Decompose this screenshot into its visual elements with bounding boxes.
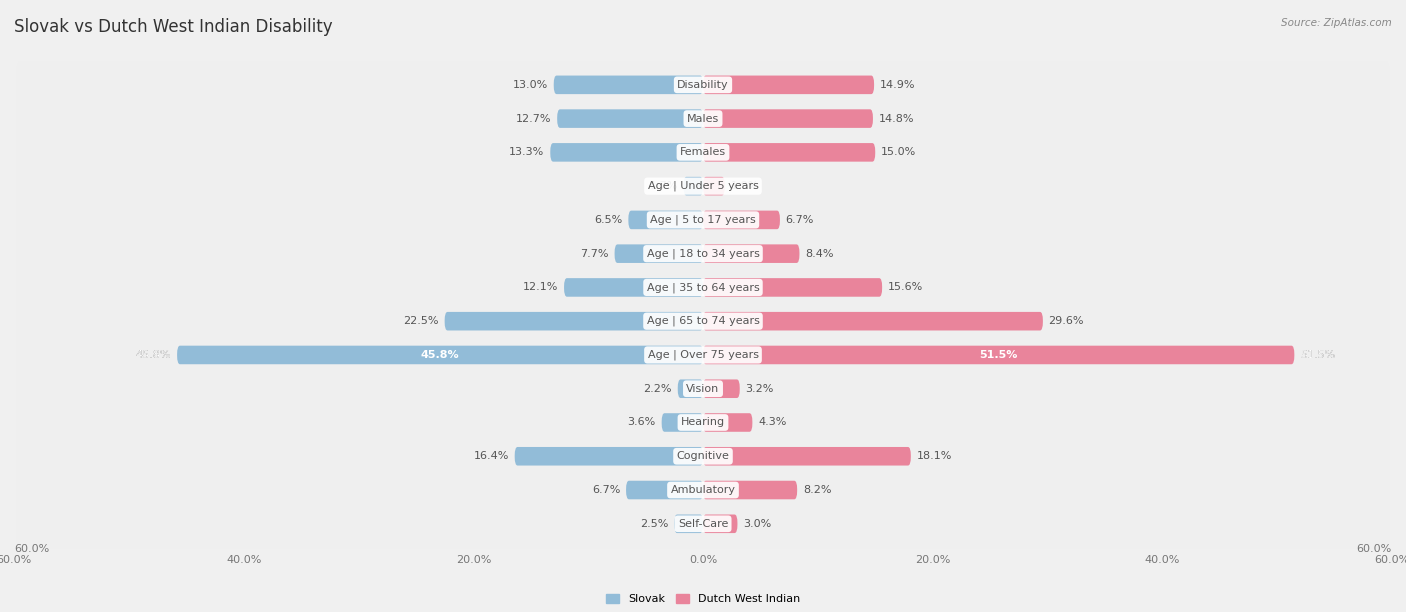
FancyBboxPatch shape xyxy=(17,364,1389,413)
Text: 12.7%: 12.7% xyxy=(516,114,551,124)
Text: 7.7%: 7.7% xyxy=(581,248,609,259)
FancyBboxPatch shape xyxy=(515,447,703,466)
Text: 18.1%: 18.1% xyxy=(917,451,952,461)
Text: 2.5%: 2.5% xyxy=(640,519,669,529)
FancyBboxPatch shape xyxy=(678,379,703,398)
FancyBboxPatch shape xyxy=(628,211,703,229)
FancyBboxPatch shape xyxy=(17,398,1389,447)
Text: 8.4%: 8.4% xyxy=(806,248,834,259)
FancyBboxPatch shape xyxy=(17,263,1389,312)
Text: 60.0%: 60.0% xyxy=(14,544,49,554)
FancyBboxPatch shape xyxy=(703,211,780,229)
Text: Self-Care: Self-Care xyxy=(678,519,728,529)
Text: Slovak vs Dutch West Indian Disability: Slovak vs Dutch West Indian Disability xyxy=(14,18,333,36)
Text: Disability: Disability xyxy=(678,80,728,90)
Text: 15.6%: 15.6% xyxy=(887,282,924,293)
FancyBboxPatch shape xyxy=(444,312,703,330)
FancyBboxPatch shape xyxy=(17,499,1389,548)
FancyBboxPatch shape xyxy=(703,110,873,128)
Text: 2.2%: 2.2% xyxy=(644,384,672,394)
Text: 3.6%: 3.6% xyxy=(627,417,657,428)
FancyBboxPatch shape xyxy=(683,177,703,195)
Text: 14.8%: 14.8% xyxy=(879,114,914,124)
Text: 51.5%: 51.5% xyxy=(1301,350,1336,360)
Text: Age | Over 75 years: Age | Over 75 years xyxy=(648,349,758,360)
Text: 8.2%: 8.2% xyxy=(803,485,831,495)
FancyBboxPatch shape xyxy=(703,481,797,499)
Text: Males: Males xyxy=(688,114,718,124)
FancyBboxPatch shape xyxy=(17,196,1389,244)
Text: 13.0%: 13.0% xyxy=(513,80,548,90)
FancyBboxPatch shape xyxy=(703,312,1043,330)
FancyBboxPatch shape xyxy=(675,515,703,533)
Text: Age | 65 to 74 years: Age | 65 to 74 years xyxy=(647,316,759,326)
FancyBboxPatch shape xyxy=(662,413,703,432)
FancyBboxPatch shape xyxy=(564,278,703,297)
Text: Age | 5 to 17 years: Age | 5 to 17 years xyxy=(650,215,756,225)
FancyBboxPatch shape xyxy=(17,162,1389,211)
FancyBboxPatch shape xyxy=(703,346,1295,364)
Text: 45.8%: 45.8% xyxy=(136,350,172,360)
Text: Age | 35 to 64 years: Age | 35 to 64 years xyxy=(647,282,759,293)
Text: 15.0%: 15.0% xyxy=(882,147,917,157)
Legend: Slovak, Dutch West Indian: Slovak, Dutch West Indian xyxy=(602,589,804,609)
FancyBboxPatch shape xyxy=(703,75,875,94)
Text: 1.7%: 1.7% xyxy=(650,181,678,191)
FancyBboxPatch shape xyxy=(703,379,740,398)
FancyBboxPatch shape xyxy=(17,432,1389,480)
Text: Cognitive: Cognitive xyxy=(676,451,730,461)
Text: 4.3%: 4.3% xyxy=(758,417,786,428)
Text: Age | 18 to 34 years: Age | 18 to 34 years xyxy=(647,248,759,259)
Text: 60.0%: 60.0% xyxy=(1357,544,1392,554)
Text: Hearing: Hearing xyxy=(681,417,725,428)
FancyBboxPatch shape xyxy=(614,244,703,263)
Text: 6.7%: 6.7% xyxy=(592,485,620,495)
FancyBboxPatch shape xyxy=(703,244,800,263)
FancyBboxPatch shape xyxy=(177,346,703,364)
FancyBboxPatch shape xyxy=(17,61,1389,109)
Text: 3.2%: 3.2% xyxy=(745,384,773,394)
FancyBboxPatch shape xyxy=(703,177,725,195)
FancyBboxPatch shape xyxy=(703,143,875,162)
Text: 51.5%: 51.5% xyxy=(1301,350,1336,360)
FancyBboxPatch shape xyxy=(554,75,703,94)
Text: Source: ZipAtlas.com: Source: ZipAtlas.com xyxy=(1281,18,1392,28)
Text: 22.5%: 22.5% xyxy=(404,316,439,326)
Text: Females: Females xyxy=(681,147,725,157)
FancyBboxPatch shape xyxy=(17,297,1389,346)
Text: 3.0%: 3.0% xyxy=(744,519,772,529)
Text: Age | Under 5 years: Age | Under 5 years xyxy=(648,181,758,192)
FancyBboxPatch shape xyxy=(17,128,1389,177)
Text: 12.1%: 12.1% xyxy=(523,282,558,293)
Text: Ambulatory: Ambulatory xyxy=(671,485,735,495)
FancyBboxPatch shape xyxy=(17,94,1389,143)
FancyBboxPatch shape xyxy=(703,447,911,466)
Text: 6.7%: 6.7% xyxy=(786,215,814,225)
Text: 14.9%: 14.9% xyxy=(880,80,915,90)
Text: 6.5%: 6.5% xyxy=(595,215,623,225)
Text: 29.6%: 29.6% xyxy=(1049,316,1084,326)
FancyBboxPatch shape xyxy=(550,143,703,162)
FancyBboxPatch shape xyxy=(703,515,738,533)
FancyBboxPatch shape xyxy=(17,230,1389,278)
FancyBboxPatch shape xyxy=(626,481,703,499)
Text: 51.5%: 51.5% xyxy=(980,350,1018,360)
FancyBboxPatch shape xyxy=(703,278,882,297)
FancyBboxPatch shape xyxy=(557,110,703,128)
FancyBboxPatch shape xyxy=(17,466,1389,514)
Text: 45.8%: 45.8% xyxy=(420,350,460,360)
Text: 16.4%: 16.4% xyxy=(474,451,509,461)
Text: 13.3%: 13.3% xyxy=(509,147,544,157)
Text: 45.8%: 45.8% xyxy=(136,350,172,360)
FancyBboxPatch shape xyxy=(703,413,752,432)
Text: Vision: Vision xyxy=(686,384,720,394)
FancyBboxPatch shape xyxy=(17,330,1389,379)
Text: 1.9%: 1.9% xyxy=(731,181,759,191)
